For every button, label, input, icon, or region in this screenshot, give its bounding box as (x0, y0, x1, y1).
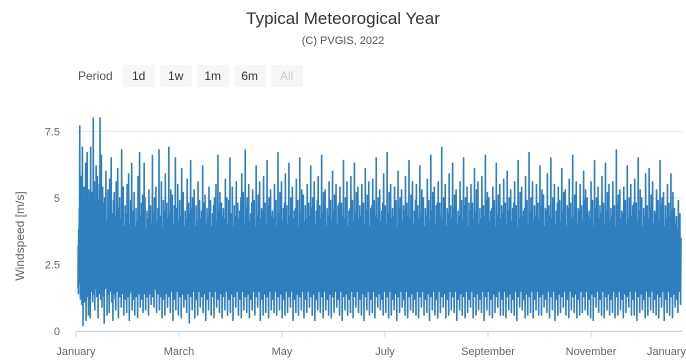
chart-subtitle: (C) PVGIS, 2022 (301, 35, 385, 47)
y-tick-label: 2.5 (45, 259, 60, 271)
period-label: Period (78, 69, 113, 83)
x-tick-label: March (164, 346, 195, 358)
period-1d-button[interactable]: 1d (122, 65, 155, 87)
period-selector: Period 1d 1w 1m 6m All (78, 64, 303, 88)
y-tick-label: 5 (54, 193, 60, 205)
chart-title: Typical Meteorogical Year (246, 9, 440, 28)
windspeed-series-line (77, 117, 682, 327)
x-axis: January March May July September November Janu… (56, 331, 686, 358)
y-tick-label: 0 (54, 326, 60, 338)
x-tick-label: January (647, 346, 686, 358)
y-axis-label: Windspeed [m/s] (13, 191, 27, 280)
period-1w-button[interactable]: 1w (159, 65, 192, 87)
x-tick-label: November (566, 346, 617, 358)
x-tick-label: May (272, 346, 293, 358)
y-axis: 0 2.5 5 7.5 (45, 126, 60, 338)
y-tick-label: 7.5 (45, 126, 60, 138)
x-tick-label: September (461, 346, 515, 358)
period-1m-button[interactable]: 1m (196, 65, 229, 87)
period-all-button[interactable]: All (270, 65, 303, 87)
x-tick-label: July (375, 346, 395, 358)
x-tick-label: January (56, 346, 96, 358)
period-6m-button[interactable]: 6m (233, 65, 266, 87)
